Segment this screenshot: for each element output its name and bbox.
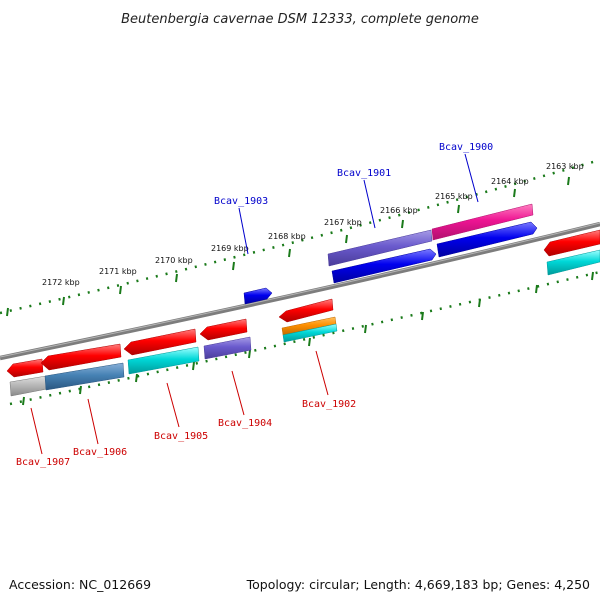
inner-scale-track	[9, 270, 600, 406]
gene-arrow[interactable]	[127, 346, 200, 375]
gene-arrow[interactable]	[40, 343, 122, 371]
reverse-genes	[6, 298, 338, 397]
scale-label: 2172 kbp	[42, 278, 80, 287]
label-leaders	[30, 153, 479, 455]
topology-text: Topology: circular; Length: 4,669,183 bp…	[246, 577, 590, 592]
gene-label-bcav-1904[interactable]: Bcav_1904	[218, 418, 272, 429]
gene-arrow[interactable]	[123, 328, 197, 356]
scale-label: 2164 kbp	[491, 177, 529, 186]
gene-arrow[interactable]	[199, 318, 248, 341]
gene-labels: Bcav_1900 Bcav_1901 Bcav_1903 Bcav_1902 …	[16, 142, 493, 468]
scale-label: 2163 kbp	[546, 162, 584, 171]
accession-text: Accession: NC_012669	[9, 577, 152, 592]
scale-label: 2171 kbp	[99, 267, 137, 276]
scale-label: 2168 kbp	[268, 232, 306, 241]
gene-arrow[interactable]	[6, 358, 44, 378]
forward-genes	[243, 203, 600, 305]
gene-label-bcav-1907[interactable]: Bcav_1907	[16, 457, 70, 468]
gene-arrow[interactable]	[44, 362, 125, 391]
map-title: Beutenbergia cavernae DSM 12333, complet…	[121, 12, 479, 27]
gene-arrow[interactable]	[9, 375, 48, 397]
gene-label-bcav-1906[interactable]: Bcav_1906	[73, 447, 127, 458]
scale-label: 2165 kbp	[435, 192, 473, 201]
gene-label-bcav-1902[interactable]: Bcav_1902	[302, 399, 356, 410]
gene-label-bcav-1905[interactable]: Bcav_1905	[154, 431, 208, 442]
genome-backbone	[0, 221, 600, 361]
gene-arrow[interactable]	[436, 221, 538, 258]
gene-arrow[interactable]	[203, 336, 252, 360]
gene-arrow[interactable]	[331, 248, 437, 284]
scale-label: 2167 kbp	[324, 218, 362, 227]
scale-label: 2166 kbp	[380, 206, 418, 215]
gene-label-bcav-1900[interactable]: Bcav_1900	[439, 142, 493, 153]
gene-arrow[interactable]	[243, 287, 273, 305]
gene-arrow[interactable]	[282, 323, 338, 343]
scale-label: 2170 kbp	[155, 256, 193, 265]
scale-label: 2169 kbp	[211, 244, 249, 253]
gene-arrow[interactable]	[278, 298, 334, 323]
gene-arrow[interactable]	[327, 229, 433, 267]
scale-labels: 2172 kbp 2171 kbp 2170 kbp 2169 kbp 2168…	[42, 162, 584, 287]
gene-arrow[interactable]	[543, 229, 600, 257]
gene-arrow[interactable]	[431, 203, 534, 241]
outer-scale-track	[0, 158, 600, 317]
gene-label-bcav-1901[interactable]: Bcav_1901	[337, 168, 391, 179]
gene-label-bcav-1903[interactable]: Bcav_1903	[214, 196, 268, 207]
gene-arrow[interactable]	[546, 249, 600, 276]
